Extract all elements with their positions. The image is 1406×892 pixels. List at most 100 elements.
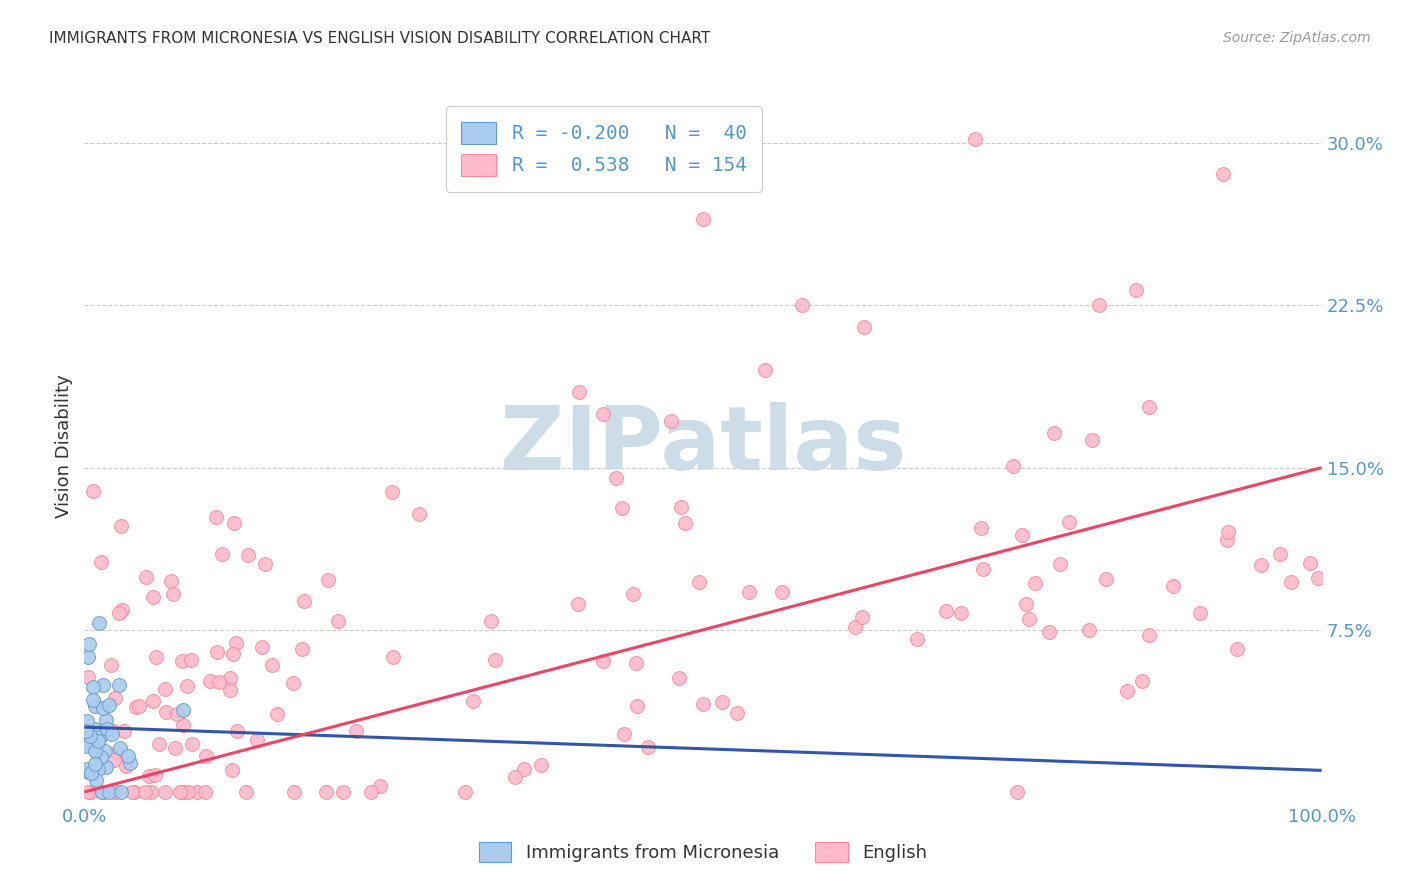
Point (75, 737, 97, 751)
Point (77, 670, 100, 684)
Point (172, 703, 194, 717)
Text: IMMIGRANTS FROM MICRONESIA VS ENGLISH VISION DISABILITY CORRELATION CHART: IMMIGRANTS FROM MICRONESIA VS ENGLISH VI… (49, 31, 710, 46)
Point (790, 298, 813, 312)
Point (692, 211, 714, 226)
Point (754, 363, 776, 377)
Point (1057, 515, 1080, 529)
Point (250, 640, 273, 654)
Point (344, 723, 367, 738)
Point (205, 645, 228, 659)
Point (725, 706, 748, 720)
Point (668, 671, 690, 685)
Point (193, 785, 215, 799)
Point (86, 745, 108, 759)
Point (176, 679, 198, 693)
Point (315, 785, 337, 799)
Point (513, 762, 536, 776)
Point (76, 765, 98, 780)
Point (117, 749, 139, 764)
Point (103, 724, 125, 739)
Point (93, 678, 115, 692)
Point (1088, 298, 1111, 312)
Point (208, 675, 231, 690)
Point (1005, 785, 1028, 799)
Point (1189, 606, 1212, 620)
Point (1299, 556, 1322, 570)
Point (104, 746, 127, 760)
Point (266, 706, 288, 721)
Point (135, 570, 157, 584)
Point (408, 507, 430, 521)
Point (1116, 683, 1139, 698)
Point (75, 739, 97, 753)
Point (1095, 572, 1118, 586)
Point (332, 785, 354, 799)
Point (97, 698, 120, 712)
Point (148, 737, 170, 751)
Point (292, 594, 315, 608)
Point (1081, 434, 1104, 448)
Point (568, 384, 591, 399)
Point (80, 785, 103, 799)
Point (91, 701, 114, 715)
Point (844, 619, 866, 633)
Point (530, 758, 553, 772)
Point (82, 680, 104, 694)
Point (79, 638, 101, 652)
Point (1137, 628, 1160, 642)
Point (82, 692, 104, 706)
Point (222, 516, 245, 530)
Point (204, 510, 226, 524)
Point (225, 636, 247, 650)
Point (669, 500, 692, 514)
Point (626, 699, 648, 714)
Point (262, 657, 284, 672)
Point (692, 697, 714, 711)
Point (121, 785, 143, 799)
Point (770, 584, 793, 599)
Point (370, 780, 392, 794)
Point (90, 785, 112, 799)
Point (1024, 575, 1046, 590)
Text: Source: ZipAtlas.com: Source: ZipAtlas.com (1223, 31, 1371, 45)
Point (965, 132, 987, 146)
Point (235, 785, 257, 799)
Point (283, 785, 305, 799)
Point (1268, 547, 1291, 561)
Point (1049, 558, 1071, 572)
Point (107, 607, 129, 621)
Point (153, 785, 176, 799)
Point (169, 785, 191, 799)
Point (134, 785, 156, 799)
Point (592, 654, 614, 668)
Point (138, 769, 160, 783)
Point (851, 610, 873, 624)
Point (316, 573, 339, 587)
Point (94, 760, 117, 774)
Point (163, 740, 186, 755)
Point (935, 604, 957, 618)
Point (688, 575, 710, 590)
Point (172, 785, 194, 799)
Point (155, 705, 177, 719)
Point (970, 521, 993, 535)
Point (1306, 571, 1329, 585)
Point (211, 547, 233, 561)
Point (738, 585, 761, 599)
Point (170, 654, 193, 668)
Point (221, 763, 243, 777)
Point (96, 722, 118, 736)
Y-axis label: Vision Disability: Vision Disability (55, 374, 73, 518)
Point (226, 724, 249, 739)
Point (254, 558, 277, 572)
Point (108, 678, 131, 692)
Point (153, 681, 176, 696)
Point (159, 574, 181, 589)
Point (454, 785, 477, 799)
Point (198, 673, 221, 688)
Point (180, 653, 202, 667)
Legend: R = -0.200   N =  40, R =  0.538   N = 154: R = -0.200 N = 40, R = 0.538 N = 154 (446, 106, 762, 192)
Point (110, 519, 132, 533)
Point (75, 737, 97, 751)
Point (605, 471, 627, 485)
